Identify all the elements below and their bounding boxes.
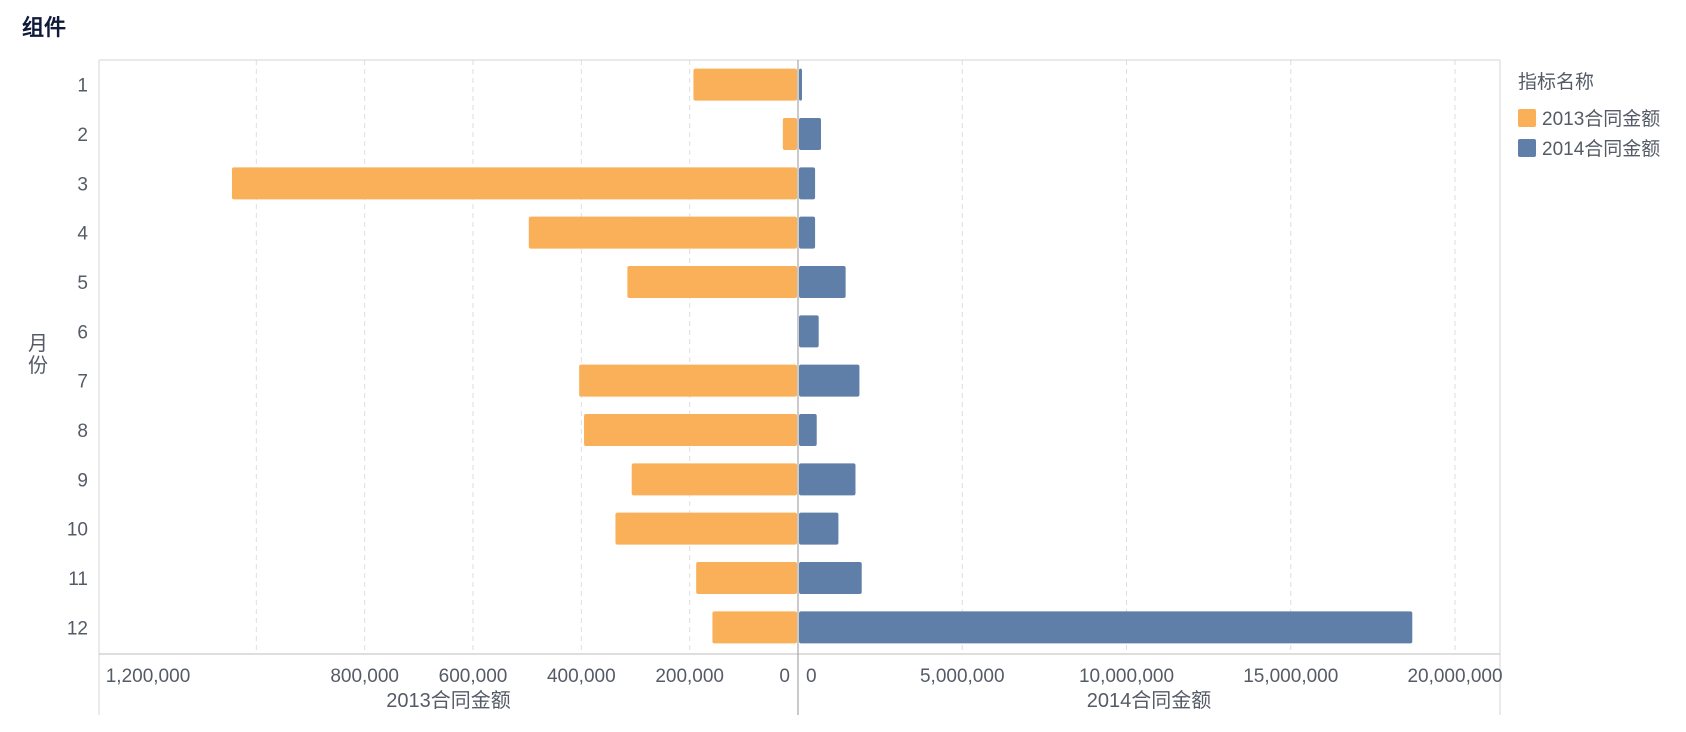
bar-2014-7[interactable] xyxy=(799,364,860,397)
x-tick-label-2014: 5,000,000 xyxy=(920,666,1005,687)
y-tick-label: 1 xyxy=(77,76,88,97)
y-tick-label: 2 xyxy=(77,125,88,146)
plot-frame xyxy=(98,59,1501,715)
bar-2014-2[interactable] xyxy=(799,118,821,150)
x-tick-label-2013: 800,000 xyxy=(330,666,399,687)
x-tick-label-2014: 20,000,000 xyxy=(1407,666,1502,687)
y-tick-label: 7 xyxy=(77,372,88,393)
bar-2014-1[interactable] xyxy=(799,68,802,101)
y-tick-label: 9 xyxy=(77,470,88,491)
bars-layer xyxy=(231,68,1413,644)
bar-2014-4[interactable] xyxy=(799,216,816,249)
x-tick-label-2014: 15,000,000 xyxy=(1243,666,1338,687)
y-tick-label: 12 xyxy=(67,618,88,639)
bar-2013-8[interactable] xyxy=(584,414,797,446)
page-title: 组件 xyxy=(22,15,67,40)
legend[interactable]: 指标名称 2013合同金额 2014合同金额 xyxy=(1518,71,1660,160)
x-axis-title-2014: 2014合同金额 xyxy=(1087,689,1212,712)
y-tick-label: 6 xyxy=(77,322,88,343)
y-tick-label: 10 xyxy=(67,520,88,541)
bar-2014-8[interactable] xyxy=(799,414,817,446)
legend-label: 2013合同金额 xyxy=(1542,108,1660,130)
bar-2013-4[interactable] xyxy=(528,216,797,249)
x-tick-label-2013: 600,000 xyxy=(439,666,508,687)
legend-item-2013合同金额[interactable]: 2013合同金额 xyxy=(1518,108,1660,130)
bar-2013-10[interactable] xyxy=(615,512,797,545)
bar-2013-9[interactable] xyxy=(631,463,797,496)
grid-layer xyxy=(255,60,1456,654)
legend-label: 2014合同金额 xyxy=(1542,138,1660,160)
y-tick-label: 11 xyxy=(68,569,88,590)
bar-2014-3[interactable] xyxy=(799,167,816,200)
bar-2013-2[interactable] xyxy=(782,118,797,150)
x-tick-label-2014: 10,000,000 xyxy=(1079,666,1174,687)
x-tick-label-2013: 0 xyxy=(779,666,790,687)
bar-2013-12[interactable] xyxy=(712,611,797,644)
y-tick-label: 5 xyxy=(77,273,88,294)
bar-2013-1[interactable] xyxy=(693,68,797,101)
bar-2013-7[interactable] xyxy=(579,364,797,397)
bar-2014-9[interactable] xyxy=(799,463,856,496)
bar-2013-5[interactable] xyxy=(627,266,797,298)
bar-2014-12[interactable] xyxy=(799,611,1413,644)
bar-2014-11[interactable] xyxy=(799,562,862,594)
bar-2014-5[interactable] xyxy=(799,266,846,298)
y-tick-label: 3 xyxy=(77,174,88,195)
y-tick-label: 4 xyxy=(77,224,88,245)
legend-swatch xyxy=(1518,139,1536,157)
x-axis-title-2013: 2013合同金额 xyxy=(386,689,511,712)
bar-2013-11[interactable] xyxy=(696,562,797,594)
x-tick-label-2014: 0 xyxy=(806,666,817,687)
x-tick-label-2013: 400,000 xyxy=(547,666,616,687)
legend-item-2014合同金额[interactable]: 2014合同金额 xyxy=(1518,138,1660,160)
y-tick-label: 8 xyxy=(77,421,88,442)
x-tick-label-2013: 1,200,000 xyxy=(106,666,191,687)
bar-2014-10[interactable] xyxy=(799,512,839,545)
x-tick-label-2013: 200,000 xyxy=(655,666,724,687)
legend-title: 指标名称 xyxy=(1518,71,1594,93)
bar-2013-3[interactable] xyxy=(231,167,798,200)
legend-swatch xyxy=(1518,109,1536,127)
y-axis-title: 月份 xyxy=(28,333,48,377)
bar-2014-6[interactable] xyxy=(799,315,819,348)
